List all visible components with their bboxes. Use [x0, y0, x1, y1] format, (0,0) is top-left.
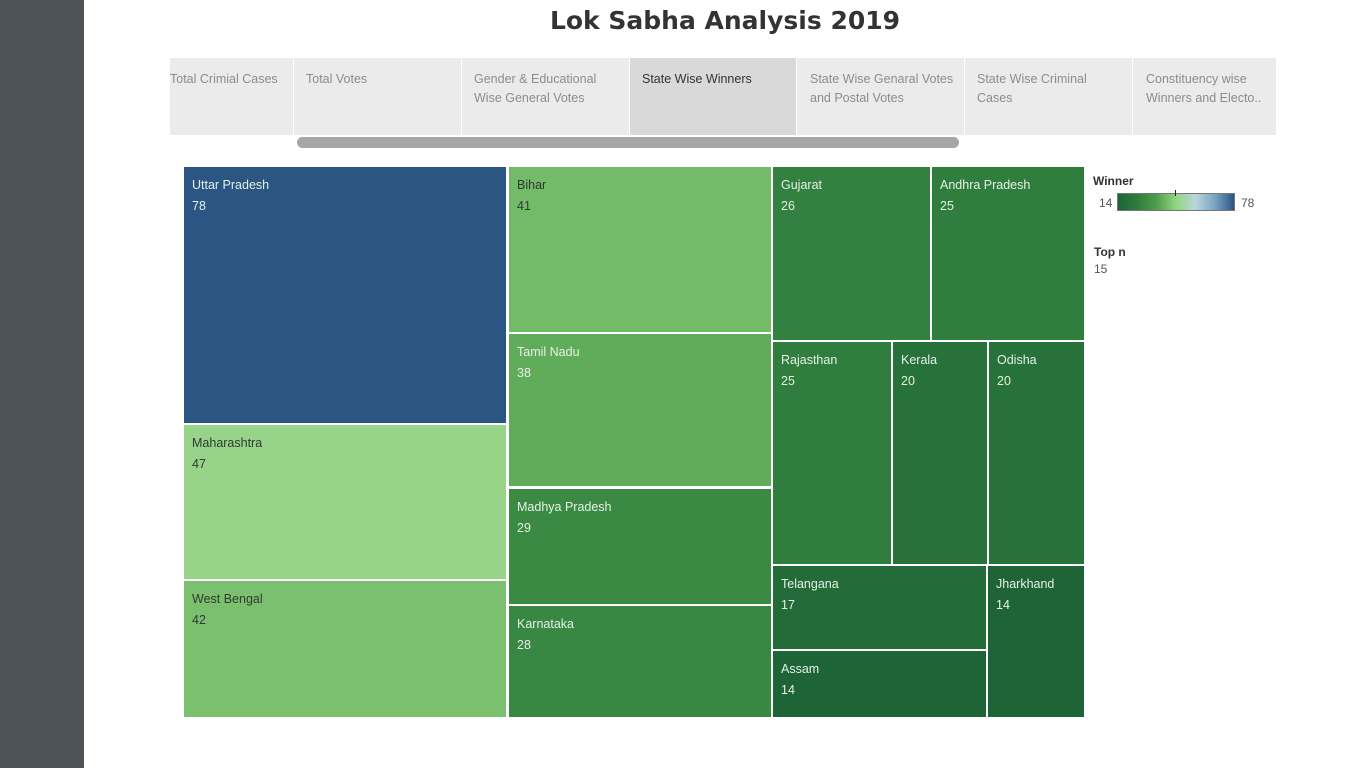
tab-label: State Wise Winners [642, 72, 752, 86]
treemap-label-value: 42 [192, 613, 206, 627]
treemap-cell-kerala[interactable]: Kerala 20 [893, 342, 987, 564]
treemap-cell-karnataka[interactable]: Karnataka 28 [509, 606, 771, 717]
treemap-rect-kerala[interactable] [893, 342, 987, 564]
treemap-label-value: 14 [996, 598, 1010, 612]
treemap-rect-andhra-pradesh[interactable] [932, 167, 1084, 340]
treemap-label-value: 29 [517, 521, 531, 535]
treemap-label-value: 26 [781, 199, 795, 213]
treemap-label-state: Kerala [901, 353, 937, 367]
treemap-label-value: 17 [781, 598, 795, 612]
tab-state-wise-criminal-cases[interactable]: State Wise Criminal Cases [965, 58, 1133, 135]
top-n-label: Top n [1094, 245, 1126, 259]
tab-total-criminal-cases[interactable]: Total Crimial Cases [170, 58, 294, 135]
legend-color-ramp [1117, 193, 1235, 211]
tab-scrollbar-thumb[interactable] [297, 137, 959, 148]
treemap-rect-west-bengal[interactable] [184, 581, 506, 717]
tab-gender-educational-votes[interactable]: Gender & Educational Wise General Votes [462, 58, 630, 135]
treemap-rect-rajasthan[interactable] [773, 342, 891, 564]
treemap-rect-maharashtra[interactable] [184, 425, 506, 579]
treemap-label-state: Uttar Pradesh [192, 178, 269, 192]
color-legend: Winner 14 78 [1093, 174, 1254, 211]
treemap-cell-west-bengal[interactable]: West Bengal 42 [184, 581, 506, 717]
treemap-cell-jharkhand[interactable]: Jharkhand 14 [988, 566, 1084, 717]
tab-label: Gender & Educational Wise General Votes [474, 72, 597, 105]
treemap-rect-jharkhand[interactable] [988, 566, 1084, 717]
treemap-cell-rajasthan[interactable]: Rajasthan 25 [773, 342, 891, 564]
treemap-cell-tamil-nadu[interactable]: Tamil Nadu 38 [509, 334, 771, 486]
treemap-label-state: Bihar [517, 178, 546, 192]
left-gutter [0, 0, 84, 768]
treemap-label-state: Maharashtra [192, 436, 262, 450]
treemap-label-state: Karnataka [517, 617, 574, 631]
treemap-rect-bihar[interactable] [509, 167, 771, 332]
treemap-label-state: Madhya Pradesh [517, 500, 612, 514]
top-n-value: 15 [1094, 262, 1108, 276]
treemap-cell-madhya-pradesh[interactable]: Madhya Pradesh 29 [509, 489, 771, 604]
story-tab-bar: Total Crimial Cases Total Votes Gender &… [170, 58, 1276, 135]
tab-label: Total Votes [306, 72, 368, 86]
treemap-label-state: Rajasthan [781, 353, 837, 367]
treemap-label-state: Odisha [997, 353, 1037, 367]
treemap-cell-uttar-pradesh[interactable]: Uttar Pradesh 78 [184, 167, 506, 423]
treemap-cell-bihar[interactable]: Bihar 41 [509, 167, 771, 332]
treemap-cell-maharashtra[interactable]: Maharashtra 47 [184, 425, 506, 579]
legend-title: Winner [1093, 174, 1134, 188]
treemap-label-value: 20 [901, 374, 915, 388]
treemap-label-value: 25 [781, 374, 795, 388]
treemap-rect-gujarat[interactable] [773, 167, 930, 340]
dashboard-title: Lok Sabha Analysis 2019 [549, 6, 901, 35]
treemap-cell-assam[interactable]: Assam 14 [773, 651, 986, 717]
treemap-cell-odisha[interactable]: Odisha 20 [989, 342, 1084, 564]
treemap-cell-telangana[interactable]: Telangana 17 [773, 566, 986, 649]
tab-state-wise-winners[interactable]: State Wise Winners [630, 58, 797, 135]
treemap-rect-odisha[interactable] [989, 342, 1084, 564]
treemap-label-state: Tamil Nadu [517, 345, 580, 359]
treemap-label-value: 14 [781, 683, 795, 697]
treemap-label-state: Gujarat [781, 178, 823, 192]
treemap-rect-assam[interactable] [773, 651, 986, 717]
treemap-label-value: 41 [517, 199, 531, 213]
tab-label: Constituency wise Winners and Electo.. [1146, 72, 1262, 105]
treemap-label-state: Telangana [781, 577, 839, 591]
tab-state-wise-general-postal-votes[interactable]: State Wise Genaral Votes and Postal Vote… [797, 58, 965, 135]
treemap-label-state: Andhra Pradesh [940, 178, 1030, 192]
treemap-label-value: 20 [997, 374, 1011, 388]
treemap-label-value: 28 [517, 638, 531, 652]
treemap-cell-gujarat[interactable]: Gujarat 26 [773, 167, 930, 340]
treemap-label-state: Assam [781, 662, 819, 676]
tab-label: Total Crimial Cases [170, 72, 278, 86]
legend-max-value: 78 [1241, 196, 1255, 210]
treemap-rect-madhya-pradesh[interactable] [509, 489, 771, 604]
treemap-label-value: 38 [517, 366, 531, 380]
top-n-parameter[interactable]: Top n 15 [1094, 245, 1126, 276]
treemap-label-value: 25 [940, 199, 954, 213]
legend-marker [1175, 190, 1176, 196]
treemap-rect-uttar-pradesh[interactable] [184, 167, 506, 423]
treemap-rect-telangana[interactable] [773, 566, 986, 649]
treemap-rect-tamil-nadu[interactable] [509, 334, 771, 486]
treemap-cell-andhra-pradesh[interactable]: Andhra Pradesh 25 [932, 167, 1084, 340]
tab-constituency-wise-winners[interactable]: Constituency wise Winners and Electo.. [1133, 58, 1276, 135]
tab-label: State Wise Genaral Votes and Postal Vote… [810, 72, 954, 105]
treemap-label-state: Jharkhand [996, 577, 1054, 591]
tab-total-votes[interactable]: Total Votes [294, 58, 462, 135]
treemap-label-value: 78 [192, 199, 206, 213]
treemap-rect-karnataka[interactable] [509, 606, 771, 717]
legend-min-value: 14 [1099, 196, 1113, 210]
treemap-label-value: 47 [192, 457, 206, 471]
tab-label: State Wise Criminal Cases [977, 72, 1087, 105]
treemap-label-state: West Bengal [192, 592, 263, 606]
